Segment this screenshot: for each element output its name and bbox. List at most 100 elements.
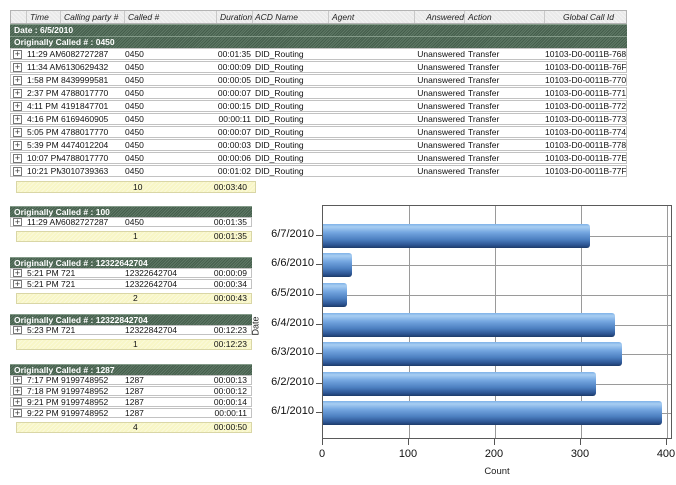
- cell-answered: Unanswered: [417, 101, 465, 111]
- cell-acd: DID_Routing: [255, 49, 304, 59]
- table-row: +5:39 PM 4474012204 0450 00:00:03 DID_Routin…: [10, 139, 627, 151]
- chart-category-row: [323, 339, 671, 369]
- expand-row-button[interactable]: +: [13, 114, 22, 124]
- cell-called: 12322842704: [125, 326, 178, 334]
- chart-category-row: [323, 280, 671, 310]
- expand-cell: +: [11, 166, 27, 176]
- cell-called: 0450: [125, 218, 144, 226]
- cell-global_id: 10103-D0-0011B-768: [545, 49, 626, 59]
- cell-answered: Unanswered: [417, 166, 465, 176]
- expand-row-button[interactable]: +: [13, 127, 22, 137]
- cell-duration: 00:00:14: [213, 398, 247, 406]
- table-row: +9:21 PM 9199748952 1287 00:00:14: [10, 397, 252, 407]
- expand-row-button[interactable]: +: [13, 140, 22, 150]
- cell-global_id: 10103-D0-0011B-772: [545, 101, 626, 111]
- cell-time: 10:21 PM: [27, 166, 61, 176]
- cell-global_id: 10103-D0-0011B-77E: [545, 153, 626, 163]
- table-row: +7:17 PM 9199748952 1287 00:00:13: [10, 375, 252, 385]
- cell-agent: [329, 127, 415, 137]
- expand-row-button[interactable]: +: [13, 153, 22, 163]
- cell-duration: 00:00:11: [218, 114, 251, 124]
- expand-row-button[interactable]: +: [13, 62, 22, 72]
- expand-cell: +: [11, 62, 27, 72]
- expand-row-button[interactable]: +: [13, 326, 22, 334]
- expand-cell: +: [11, 75, 27, 85]
- cell-time: 11:29 AM: [27, 49, 61, 59]
- cell-duration: 00:00:06: [217, 153, 251, 163]
- cell-acd: DID_Routing: [255, 114, 304, 124]
- expand-row-button[interactable]: +: [13, 398, 22, 406]
- cell-called: 1287: [125, 409, 144, 417]
- cell-agent: [329, 166, 415, 176]
- x-tick-mark: [494, 439, 495, 445]
- cell-acd: DID_Routing: [255, 127, 304, 137]
- cell-duration: 00:00:34: [213, 280, 247, 288]
- cell-action: Transfer: [468, 140, 500, 150]
- group-summary-row: 10 00:03:40: [16, 181, 256, 193]
- cell-agent: [329, 62, 415, 72]
- expand-row-button[interactable]: +: [13, 409, 22, 417]
- table-row: +5:21 PM 721 12322642704 00:00:09: [10, 268, 252, 278]
- cell-calling: 4474012204: [61, 140, 109, 150]
- expand-cell: +: [11, 114, 27, 124]
- cell-called: 12322642704: [125, 280, 178, 288]
- expand-cell: +: [11, 376, 27, 384]
- cell-duration: 00:01:35: [213, 218, 247, 226]
- category-tick-label: 6/2/2010: [271, 376, 314, 388]
- expand-row-button[interactable]: +: [13, 387, 22, 395]
- cell-called: 0450: [125, 62, 144, 72]
- cell-acd: DID_Routing: [255, 166, 304, 176]
- cell-time: 9:22 PM: [27, 409, 59, 417]
- group-header: Originally Called # : 1287: [10, 364, 252, 375]
- category-tick-mark: [316, 235, 322, 236]
- group-header: Originally Called # : 100: [10, 206, 252, 217]
- expand-row-button[interactable]: +: [13, 218, 22, 226]
- cell-duration: 00:00:13: [213, 376, 247, 384]
- group-table: Originally Called # : 12322642704 +5:21 P…: [10, 257, 252, 304]
- cell-time: 9:21 PM: [27, 398, 59, 406]
- cell-calling: 6130629432: [61, 62, 109, 72]
- expand-row-button[interactable]: +: [13, 101, 22, 111]
- cell-calling: 8439999581: [61, 75, 109, 85]
- expand-row-button[interactable]: +: [13, 376, 22, 384]
- cell-calling: 6082727287: [61, 218, 109, 226]
- cell-time: 5:39 PM: [27, 140, 59, 150]
- category-tick-mark: [316, 412, 322, 413]
- expand-cell: +: [11, 218, 27, 226]
- table-row: +10:07 PM 4788017770 0450 00:00:06 DID_Routi…: [10, 152, 627, 164]
- cell-action: Transfer: [468, 153, 500, 163]
- cell-time: 5:05 PM: [27, 127, 59, 137]
- expand-cell: +: [11, 269, 27, 277]
- expand-row-button[interactable]: +: [13, 166, 22, 176]
- cell-answered: Unanswered: [417, 75, 465, 85]
- cell-called: 0450: [125, 153, 144, 163]
- expand-row-button[interactable]: +: [13, 269, 22, 277]
- cell-time: 2:37 PM: [27, 88, 59, 98]
- expand-row-button[interactable]: +: [13, 49, 22, 59]
- x-tick-label: 0: [318, 448, 326, 460]
- expand-row-button[interactable]: +: [13, 75, 22, 85]
- cell-duration: 00:12:23: [213, 326, 247, 334]
- cell-agent: [329, 49, 415, 59]
- chart-bar: [323, 401, 662, 426]
- main-table-rows: +11:29 AM 6082727287 0450 00:01:35 DID_Routi…: [10, 48, 627, 177]
- cell-called: 0450: [125, 127, 144, 137]
- chart-bar: [323, 223, 590, 248]
- table-row: +5:23 PM 721 12322842704 00:12:23: [10, 325, 252, 335]
- cell-global_id: 10103-D0-0011B-77F: [545, 166, 626, 176]
- cell-called: 0450: [125, 75, 144, 85]
- expand-row-button[interactable]: +: [13, 88, 22, 98]
- cell-time: 7:17 PM: [27, 376, 59, 384]
- cell-answered: Unanswered: [417, 153, 465, 163]
- cell-global_id: 10103-D0-0011B-773: [545, 114, 626, 124]
- cell-called: 1287: [125, 387, 144, 395]
- cell-answered: Unanswered: [417, 140, 465, 150]
- cell-calling: 9199748952: [61, 387, 109, 395]
- expand-row-button[interactable]: +: [13, 280, 22, 288]
- summary-call-count: 1: [133, 339, 138, 349]
- expand-cell: +: [11, 140, 27, 150]
- category-tick-mark: [316, 353, 322, 354]
- header-spacer-cell: [11, 11, 27, 23]
- group-header: Originally Called # : 12322642704: [10, 257, 252, 268]
- bar-chart-plot-area: [322, 205, 672, 439]
